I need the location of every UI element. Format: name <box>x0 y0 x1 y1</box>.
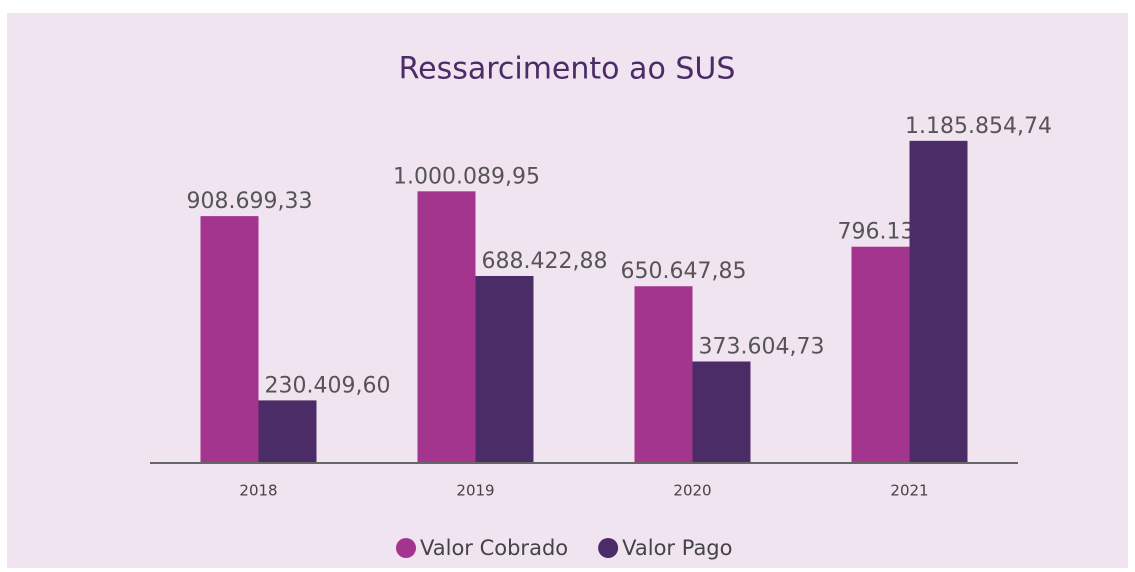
x-tick-label: 2018 <box>239 482 277 500</box>
x-tick-label: 2019 <box>456 482 494 500</box>
bar <box>634 286 693 463</box>
bar <box>417 191 476 463</box>
legend-label: Valor Cobrado <box>420 536 568 560</box>
legend-swatch <box>396 538 416 558</box>
x-tick-label: 2021 <box>890 482 928 500</box>
chart-title: Ressarcimento ao SUS <box>399 52 736 87</box>
x-tick-label: 2020 <box>673 482 711 500</box>
value-label: 908.699,33 <box>187 189 313 214</box>
value-label: 230.409,60 <box>265 373 391 398</box>
bar <box>200 216 259 463</box>
value-label: 1.185.854,74 <box>905 114 1052 139</box>
value-label: 1.000.089,95 <box>393 164 540 189</box>
legend-swatch <box>598 538 619 558</box>
bar <box>692 361 751 463</box>
value-label: 373.604,73 <box>699 335 825 360</box>
legend-label: Valor Pago <box>622 536 732 560</box>
bar <box>909 140 968 464</box>
bar <box>851 246 910 463</box>
bar <box>258 400 317 463</box>
value-label: 688.422,88 <box>482 249 608 274</box>
value-label: 650.647,85 <box>621 259 747 284</box>
bar <box>475 275 534 463</box>
